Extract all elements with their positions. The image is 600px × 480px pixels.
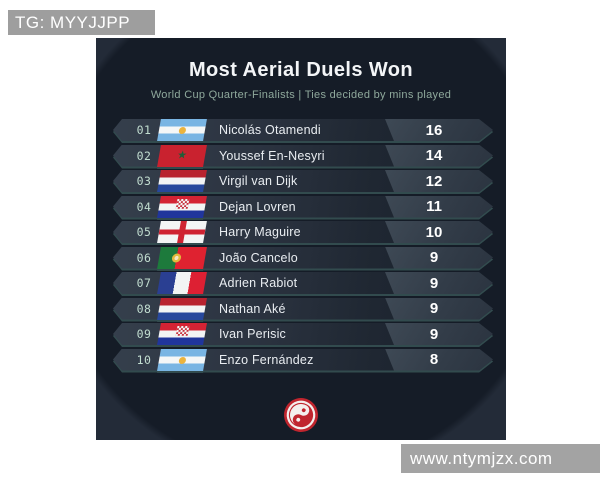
country-flag-icon-england [157, 221, 207, 243]
ranking-row: 01 Nicolás Otamendi 16 [113, 119, 493, 141]
player-name: João Cancelo [219, 250, 298, 265]
player-name: Enzo Fernández [219, 352, 314, 367]
country-flag-icon-portugal [157, 246, 207, 269]
rank-label: 02 [136, 148, 152, 163]
rank-label: 06 [136, 250, 152, 265]
ranking-row: 05 Harry Maguire 10 [113, 221, 493, 243]
ranking-row: 10 Enzo Fernández 8 [113, 348, 493, 371]
player-name: Youssef En-Nesyri [219, 148, 325, 163]
ranking-row: 06 João Cancelo 9 [113, 246, 493, 269]
duels-value: 11 [385, 196, 493, 218]
rank-label: 04 [136, 199, 152, 214]
duels-value: 12 [385, 170, 493, 192]
ranking-list: 01 Nicolás Otamendi 16 02 Youssef En-Nes… [113, 119, 493, 371]
ranking-row: 03 Virgil van Dijk 12 [113, 170, 493, 192]
country-flag-icon-morocco [157, 144, 207, 167]
website-watermark: www.ntymjzx.com [401, 444, 600, 473]
country-flag-icon-france [157, 272, 207, 294]
rank-label: 08 [136, 301, 152, 316]
rank-label: 03 [136, 174, 152, 188]
telegram-watermark: TG: MYYJJPP [8, 10, 155, 35]
page-title: Most Aerial Duels Won [189, 59, 413, 81]
country-flag-icon-croatia [157, 195, 207, 218]
website-watermark-text: www.ntymjzx.com [410, 448, 553, 468]
rank-label: 07 [136, 276, 152, 290]
player-name: Virgil van Dijk [219, 174, 298, 188]
ranking-row: 02 Youssef En-Nesyri 14 [113, 144, 493, 167]
rank-label: 05 [136, 225, 152, 239]
duels-value: 9 [385, 298, 493, 320]
ranking-row: 09 Ivan Perisic 9 [113, 323, 493, 345]
ranking-row: 07 Adrien Rabiot 9 [113, 272, 493, 294]
page-subtitle: World Cup Quarter-Finalists | Ties decid… [150, 89, 452, 101]
player-name: Nicolás Otamendi [219, 123, 321, 137]
ranking-row: 08 Nathan Aké 9 [113, 297, 493, 320]
rank-label: 01 [136, 123, 152, 137]
duels-value: 9 [385, 323, 493, 345]
duels-value: 14 [385, 145, 493, 167]
publisher-logo-icon [283, 397, 319, 433]
country-flag-icon-argentina [157, 119, 207, 141]
player-name: Dejan Lovren [219, 199, 296, 214]
country-flag-icon-argentina [157, 348, 207, 371]
player-name: Adrien Rabiot [219, 276, 298, 290]
rank-label: 10 [136, 352, 152, 367]
country-flag-icon-croatia [157, 323, 207, 345]
duels-value: 9 [385, 272, 493, 294]
duels-value: 10 [385, 221, 493, 243]
rank-label: 09 [136, 327, 152, 341]
country-flag-icon-netherlands [157, 297, 207, 320]
player-name: Ivan Perisic [219, 327, 287, 341]
duels-value: 16 [385, 119, 493, 141]
country-flag-icon-netherlands [157, 170, 207, 192]
infographic-card: Most Aerial Duels Won World Cup Quarter-… [96, 38, 506, 440]
player-name: Harry Maguire [219, 225, 301, 239]
duels-value: 8 [385, 349, 493, 371]
telegram-watermark-text: TG: MYYJJPP [15, 12, 131, 32]
duels-value: 9 [385, 247, 493, 269]
ranking-row: 04 Dejan Lovren 11 [113, 195, 493, 218]
player-name: Nathan Aké [219, 301, 286, 316]
